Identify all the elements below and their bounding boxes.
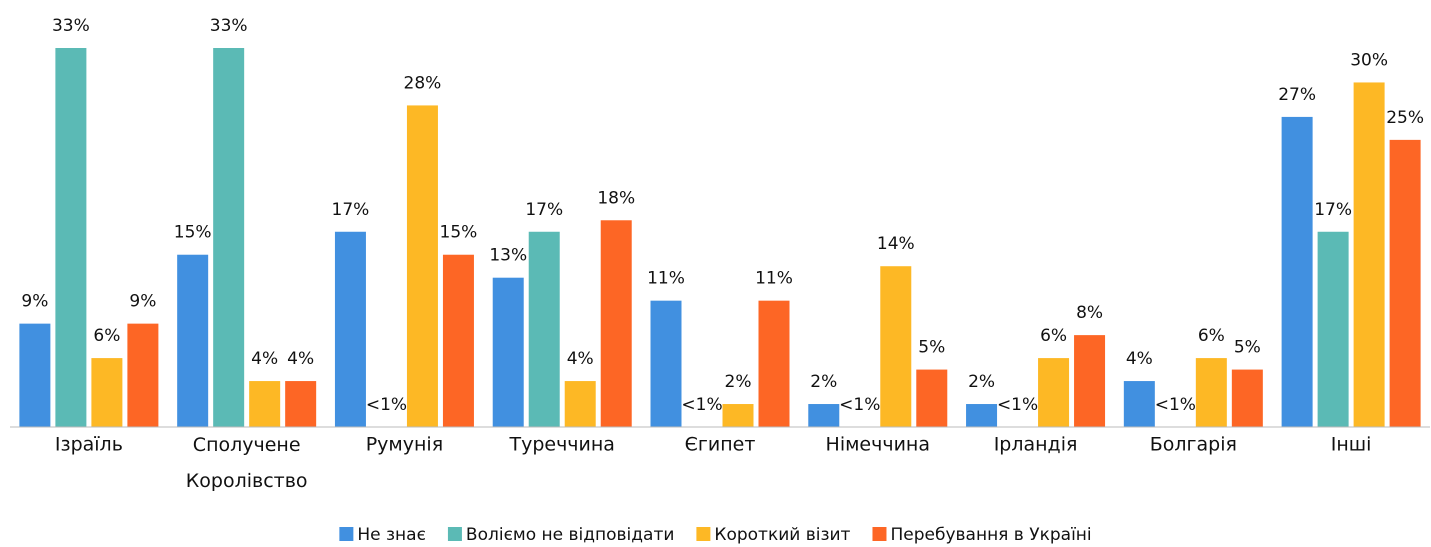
data-label: 17% <box>332 200 370 220</box>
bar <box>492 277 524 427</box>
data-label: <1% <box>681 395 722 415</box>
data-label: 33% <box>52 16 90 36</box>
data-label: 15% <box>174 223 212 243</box>
legend-swatch <box>696 527 711 541</box>
data-label: 13% <box>489 246 527 266</box>
bar <box>1281 116 1313 427</box>
data-label: 2% <box>725 372 752 392</box>
data-label: 17% <box>525 200 563 220</box>
bar <box>177 254 209 427</box>
data-label: 6% <box>93 326 120 346</box>
data-label: 28% <box>404 73 442 93</box>
legend-label: Воліємо не відповідати <box>466 525 674 545</box>
data-label: 6% <box>1198 326 1225 346</box>
data-label: 27% <box>1278 85 1316 105</box>
bar <box>213 48 245 427</box>
bar <box>334 231 366 427</box>
data-label: 4% <box>287 349 314 369</box>
bar <box>127 323 159 427</box>
bar <box>1231 369 1263 427</box>
bar <box>1353 82 1385 428</box>
bar <box>650 300 682 427</box>
legend-label: Не знає <box>357 525 426 545</box>
data-label: 4% <box>567 349 594 369</box>
bar <box>1074 335 1106 427</box>
data-label: <1% <box>366 395 407 415</box>
x-tick-label: Туреччина <box>508 434 614 456</box>
legend-label: Перебування в Україні <box>890 525 1091 545</box>
x-tick-label: Німеччина <box>826 434 930 456</box>
x-tick-label: Сполучене Королівство <box>186 434 308 492</box>
legend-swatch <box>447 527 462 541</box>
x-tick-label: Румунія <box>366 434 443 456</box>
bar <box>1123 381 1155 427</box>
x-tick-label: Ізраїль <box>55 434 123 456</box>
data-label: <1% <box>1155 395 1196 415</box>
legend-label: Короткий візит <box>714 525 850 545</box>
x-tick-label-line: Королівство <box>186 470 308 492</box>
data-label: 17% <box>1314 200 1352 220</box>
data-label: <1% <box>997 395 1038 415</box>
data-label: 2% <box>968 372 995 392</box>
bar <box>564 381 596 427</box>
data-label: 9% <box>129 292 156 312</box>
x-tick-label: Єгипет <box>685 434 756 456</box>
legend-swatch <box>872 527 887 541</box>
bar <box>442 254 474 427</box>
bar <box>1317 231 1349 427</box>
data-label: 30% <box>1350 50 1388 70</box>
bar <box>528 231 560 427</box>
data-label: 18% <box>597 188 635 208</box>
data-label: 2% <box>810 372 837 392</box>
bar <box>249 381 281 427</box>
legend: Не знає Воліємо не відповідати Короткий ві… <box>339 525 1092 545</box>
data-label: 9% <box>21 292 48 312</box>
bar <box>19 323 51 427</box>
data-label: 5% <box>1234 338 1261 358</box>
data-label: 6% <box>1040 326 1067 346</box>
bar <box>966 404 998 427</box>
data-label: 8% <box>1076 303 1103 323</box>
data-label: 33% <box>210 16 248 36</box>
bar <box>600 220 632 427</box>
bar <box>1389 139 1421 427</box>
bar <box>55 48 87 427</box>
data-label: 14% <box>877 234 915 254</box>
data-label: 11% <box>647 269 685 289</box>
data-label: <1% <box>839 395 880 415</box>
bar <box>808 404 840 427</box>
legend-swatch <box>339 527 354 541</box>
bar <box>285 381 317 427</box>
bar <box>758 300 790 427</box>
x-tick-label: Болгарія <box>1150 434 1237 456</box>
data-label: 15% <box>440 223 478 243</box>
bar <box>916 369 948 427</box>
data-label: 5% <box>918 338 945 358</box>
bar <box>880 266 912 427</box>
data-label: 25% <box>1386 108 1424 128</box>
x-tick-label: Ірландія <box>994 434 1078 456</box>
bar <box>1038 358 1070 427</box>
data-label: 4% <box>1126 349 1153 369</box>
bar <box>406 105 438 427</box>
x-tick-label: Інші <box>1331 434 1372 456</box>
bar <box>91 358 123 427</box>
x-tick-label-line: Сполучене <box>193 434 301 456</box>
data-label: 4% <box>251 349 278 369</box>
bar <box>722 404 754 427</box>
data-label: 11% <box>755 269 793 289</box>
bar <box>1195 358 1227 427</box>
